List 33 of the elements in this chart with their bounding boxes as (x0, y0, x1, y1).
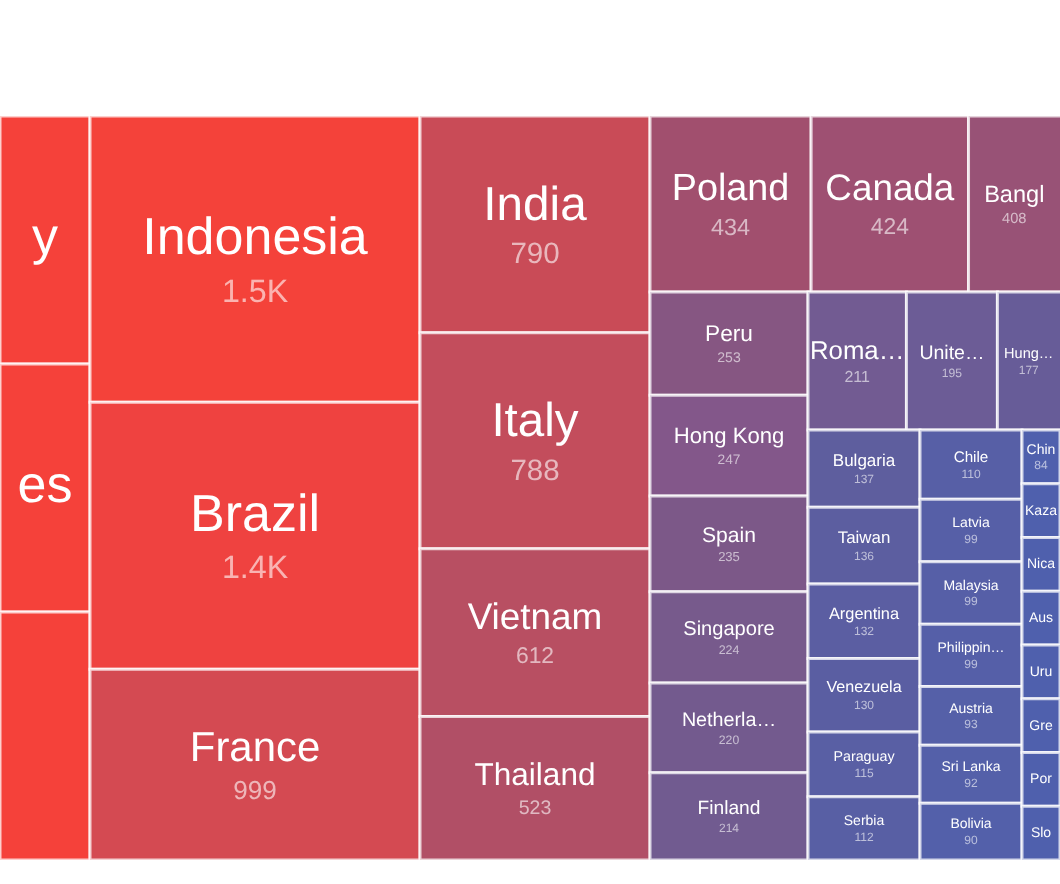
category-label: Italy (491, 394, 579, 449)
category-label: Singapore (683, 619, 776, 642)
category-label: Unite… (919, 343, 985, 366)
category-label: France (189, 724, 321, 771)
data-label: 434 (711, 215, 752, 242)
category-label: Bangl (984, 181, 1045, 208)
category-label: Finland (697, 798, 761, 821)
data-label: 999 (233, 775, 277, 806)
category-label: Brazil (189, 482, 321, 543)
category-label: es (17, 454, 73, 515)
category-label: Bulgaria (832, 450, 896, 471)
category-label: Peru (705, 323, 753, 348)
category-label: Hong Kong (673, 425, 785, 450)
data-label: 612 (515, 644, 555, 669)
category-label: India (483, 177, 589, 232)
category-label: Taiwan (837, 527, 891, 548)
category-label: Thailand (474, 759, 596, 794)
category-label: Venezuela (826, 678, 903, 697)
category-label: Vietnam (467, 595, 603, 638)
category-label: Canada (825, 166, 956, 209)
data-label: 424 (870, 216, 911, 241)
category-label: Roma… (809, 334, 905, 365)
category-label: Argentina (828, 604, 900, 623)
data-label: 523 (518, 798, 552, 821)
category-label: Poland (671, 168, 790, 211)
category-label: y (32, 206, 58, 267)
category-label: Indonesia (142, 206, 369, 267)
data-label: 1.5K (221, 273, 289, 310)
category-label: Spain (702, 523, 757, 548)
data-label: 788 (510, 455, 560, 488)
data-label: 790 (510, 239, 560, 272)
category-label: Netherla… (681, 710, 777, 732)
data-label: 1.4K (221, 550, 289, 587)
